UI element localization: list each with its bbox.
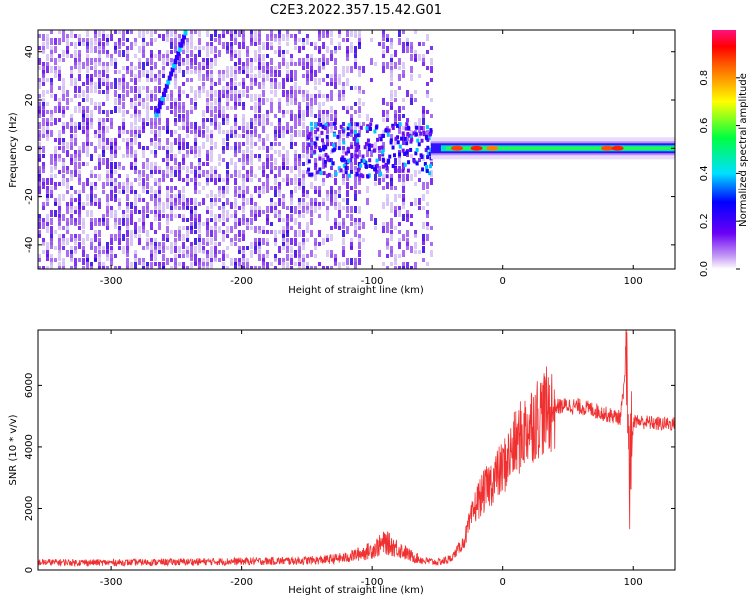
snr-x-ticks: -300 -200 -100 0 100 [100,330,643,588]
carrier-peak [451,145,464,151]
colorbar-tick-label: 0.0 [699,261,710,277]
snr-ytick-label: 6000 [24,373,35,398]
carrier-peak [470,145,483,151]
spectrogram-y-ticks: -40 -20 0 20 40 [24,45,675,253]
spectrogram-y-label: Frequency (Hz) [8,112,19,188]
snr-series-line [38,330,675,568]
spectrogram-x-label: Height of straight line (km) [288,285,424,296]
spectrogram-ytick-label: 40 [24,45,35,58]
colorbar-tick-label: 0.2 [699,213,710,229]
spectrogram-xtick-label: 100 [624,276,643,287]
carrier-peak [611,145,624,151]
figure-title: C2E3.2022.357.15.42.G01 [270,3,442,18]
spectrogram-ytick-label: 0 [24,145,35,151]
spectrogram-ytick-label: -40 [24,237,35,253]
spectrogram-x-ticks: -300 -200 -100 0 100 [100,30,643,287]
snr-xtick-label: -200 [230,577,253,588]
spectrogram-xtick-label: -100 [361,276,384,287]
snr-xtick-label: -300 [100,577,123,588]
spectrogram-ytick-label: -20 [24,188,35,204]
spectrogram-xtick-label: 0 [500,276,506,287]
colorbar-gradient [712,30,736,269]
colorbar-tick-label: 0.4 [699,165,710,181]
spectrogram-heatmap [38,30,675,269]
snr-ytick-label: 0 [24,567,35,573]
spectrogram-xtick-label: -300 [100,276,123,287]
carrier-peak [486,145,499,151]
colorbar-ticks: 0.0 0.2 0.4 0.6 0.8 [699,70,740,277]
snr-ytick-label: 4000 [24,434,35,459]
snr-background [38,330,675,570]
spectrogram-xtick-label: -200 [230,276,253,287]
snr-y-ticks: 0 2000 4000 6000 [24,373,675,573]
colorbar: 0.0 0.2 0.4 0.6 0.8 Normalized spectral ampl… [699,30,749,277]
carrier-peak [601,145,614,151]
snr-y-label: SNR (10 * v/v) [8,414,19,485]
snr-ytick-label: 2000 [24,496,35,521]
snr-xtick-label: 0 [500,577,506,588]
carrier-core [445,146,675,150]
colorbar-tick-label: 0.6 [699,118,710,134]
snr-frame [37,329,676,571]
spectrogram-ytick-label: 20 [24,94,35,107]
snr-xtick-label: -100 [361,577,384,588]
snr-x-label: Height of straight line (km) [288,585,424,596]
colorbar-tick-label: 0.8 [699,70,710,86]
colorbar-label: Normalized spectral amplitude [738,73,749,227]
spectrogram-frame [37,29,676,270]
snr-xtick-label: 100 [624,577,643,588]
